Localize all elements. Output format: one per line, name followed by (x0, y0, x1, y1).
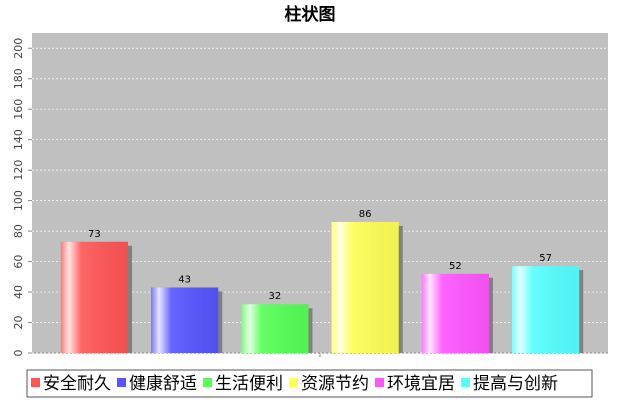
legend-swatch (289, 378, 298, 387)
legend-swatch (117, 378, 126, 387)
legend-swatch (461, 378, 470, 387)
bar-highlight (511, 266, 580, 353)
y-tick-label: 20 (12, 316, 25, 330)
chart-title: 柱状图 (285, 4, 336, 25)
legend-label: 健康舒适 (129, 374, 197, 394)
value-label: 52 (449, 261, 462, 272)
bar-highlight (151, 287, 219, 353)
bar-highlight (421, 273, 489, 353)
legend-swatch (203, 378, 212, 387)
legend-swatch (375, 378, 384, 387)
y-tick-label: 180 (12, 68, 25, 89)
value-label: 57 (539, 253, 552, 264)
value-label: 43 (178, 274, 191, 285)
legend-label: 环境宜居 (387, 374, 455, 394)
value-label: 86 (359, 209, 372, 220)
y-tick-label: 160 (12, 99, 25, 120)
y-tick-label: 60 (12, 255, 25, 269)
bar-highlight (241, 304, 309, 353)
bar-highlight (60, 241, 129, 353)
legend-label: 安全耐久 (43, 374, 111, 394)
y-tick-label: 80 (12, 224, 25, 238)
legend-label: 生活便利 (215, 374, 283, 394)
legend-swatch (31, 378, 40, 387)
bar-highlight (331, 221, 399, 353)
legend-label: 资源节约 (301, 374, 369, 394)
y-tick-label: 140 (12, 129, 25, 150)
y-tick-label: 0 (12, 350, 25, 357)
value-label: 32 (269, 291, 282, 302)
y-tick-label: 200 (12, 38, 25, 59)
value-label: 73 (88, 229, 101, 240)
legend-label: 提高与创新 (473, 374, 558, 394)
y-tick-label: 40 (12, 285, 25, 299)
y-tick-label: 120 (12, 160, 25, 181)
y-tick-label: 100 (12, 190, 25, 211)
